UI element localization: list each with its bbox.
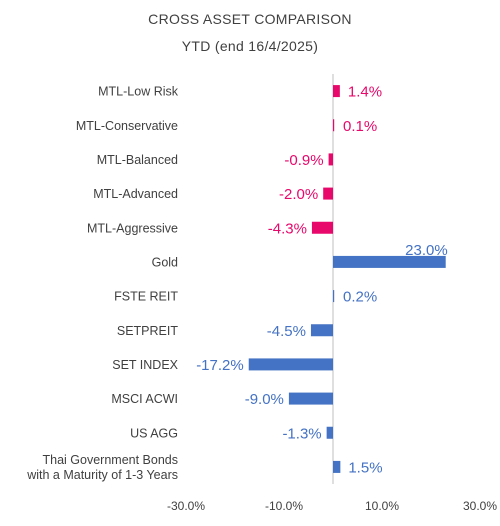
bar (333, 85, 340, 98)
bar (323, 187, 333, 200)
data-label: -1.3% (282, 425, 321, 442)
data-label: 1.4% (348, 84, 382, 101)
data-label: 0.2% (343, 289, 377, 306)
data-label: 0.1% (343, 118, 377, 135)
x-tick-label: -30.0% (167, 499, 205, 513)
chart-subtitle: YTD (end 16/4/2025) (181, 38, 319, 54)
bar (248, 358, 333, 371)
category-label: MTL-Low Risk (98, 85, 179, 99)
category-label: US AGG (130, 426, 178, 440)
category-label: MTL-Advanced (93, 187, 178, 201)
data-label: -4.3% (268, 220, 307, 237)
x-tick-label: -10.0% (265, 499, 303, 513)
bar (328, 153, 333, 166)
bar (326, 426, 333, 439)
bar (333, 460, 341, 473)
category-label: MTL-Aggressive (87, 221, 178, 235)
bar (333, 255, 446, 268)
chart-title: CROSS ASSET COMPARISON (148, 11, 352, 27)
data-label: -9.0% (245, 391, 284, 408)
data-label: -17.2% (196, 357, 244, 374)
data-label: -0.9% (284, 152, 323, 169)
data-label: -4.5% (267, 323, 306, 340)
data-label: 23.0% (405, 242, 448, 259)
category-label: SET INDEX (112, 358, 178, 372)
category-label: MTL-Conservative (76, 119, 178, 133)
category-label: MSCI ACWI (111, 392, 178, 406)
category-label: SETPREIT (117, 324, 178, 338)
x-tick-label: 30.0% (463, 499, 497, 513)
data-label: 1.5% (348, 459, 382, 476)
category-label: FSTE REIT (114, 290, 178, 304)
data-label: -2.0% (279, 186, 318, 203)
bar (310, 324, 333, 337)
category-label: Thai Government Bonds (43, 453, 179, 467)
bar (288, 392, 333, 405)
bar (333, 290, 335, 303)
bar (311, 221, 333, 234)
category-label: with a Maturity of 1-3 Years (26, 468, 178, 482)
x-tick-label: 10.0% (365, 499, 399, 513)
category-label: MTL-Balanced (97, 153, 178, 167)
category-label: Gold (152, 255, 178, 269)
bar (333, 119, 335, 132)
